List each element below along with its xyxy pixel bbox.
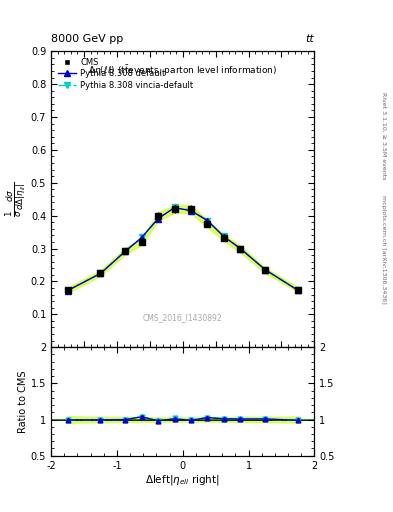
Text: CMS_2016_I1430892: CMS_2016_I1430892	[143, 313, 222, 322]
Text: tt: tt	[306, 33, 314, 44]
Text: 8000 GeV pp: 8000 GeV pp	[51, 33, 123, 44]
Text: $\Delta\eta(\ell\ell)$ ($\mathrm{t\bar{t}}$events, parton level information): $\Delta\eta(\ell\ell)$ ($\mathrm{t\bar{t…	[88, 63, 277, 78]
Y-axis label: $\frac{1}{\sigma}\frac{d\sigma}{d\Delta|\eta_{ll}|}$: $\frac{1}{\sigma}\frac{d\sigma}{d\Delta|…	[4, 181, 28, 217]
Text: Rivet 3.1.10, ≥ 3.5M events: Rivet 3.1.10, ≥ 3.5M events	[381, 92, 386, 180]
Text: mcplots.cern.ch [arXiv:1306.3436]: mcplots.cern.ch [arXiv:1306.3436]	[381, 195, 386, 303]
Legend: CMS, Pythia 8.308 default, Pythia 8.308 vincia-default: CMS, Pythia 8.308 default, Pythia 8.308 …	[55, 55, 196, 92]
X-axis label: $\Delta$left$|\eta_{ell}$ right$|$: $\Delta$left$|\eta_{ell}$ right$|$	[145, 473, 220, 487]
Y-axis label: Ratio to CMS: Ratio to CMS	[18, 370, 28, 433]
